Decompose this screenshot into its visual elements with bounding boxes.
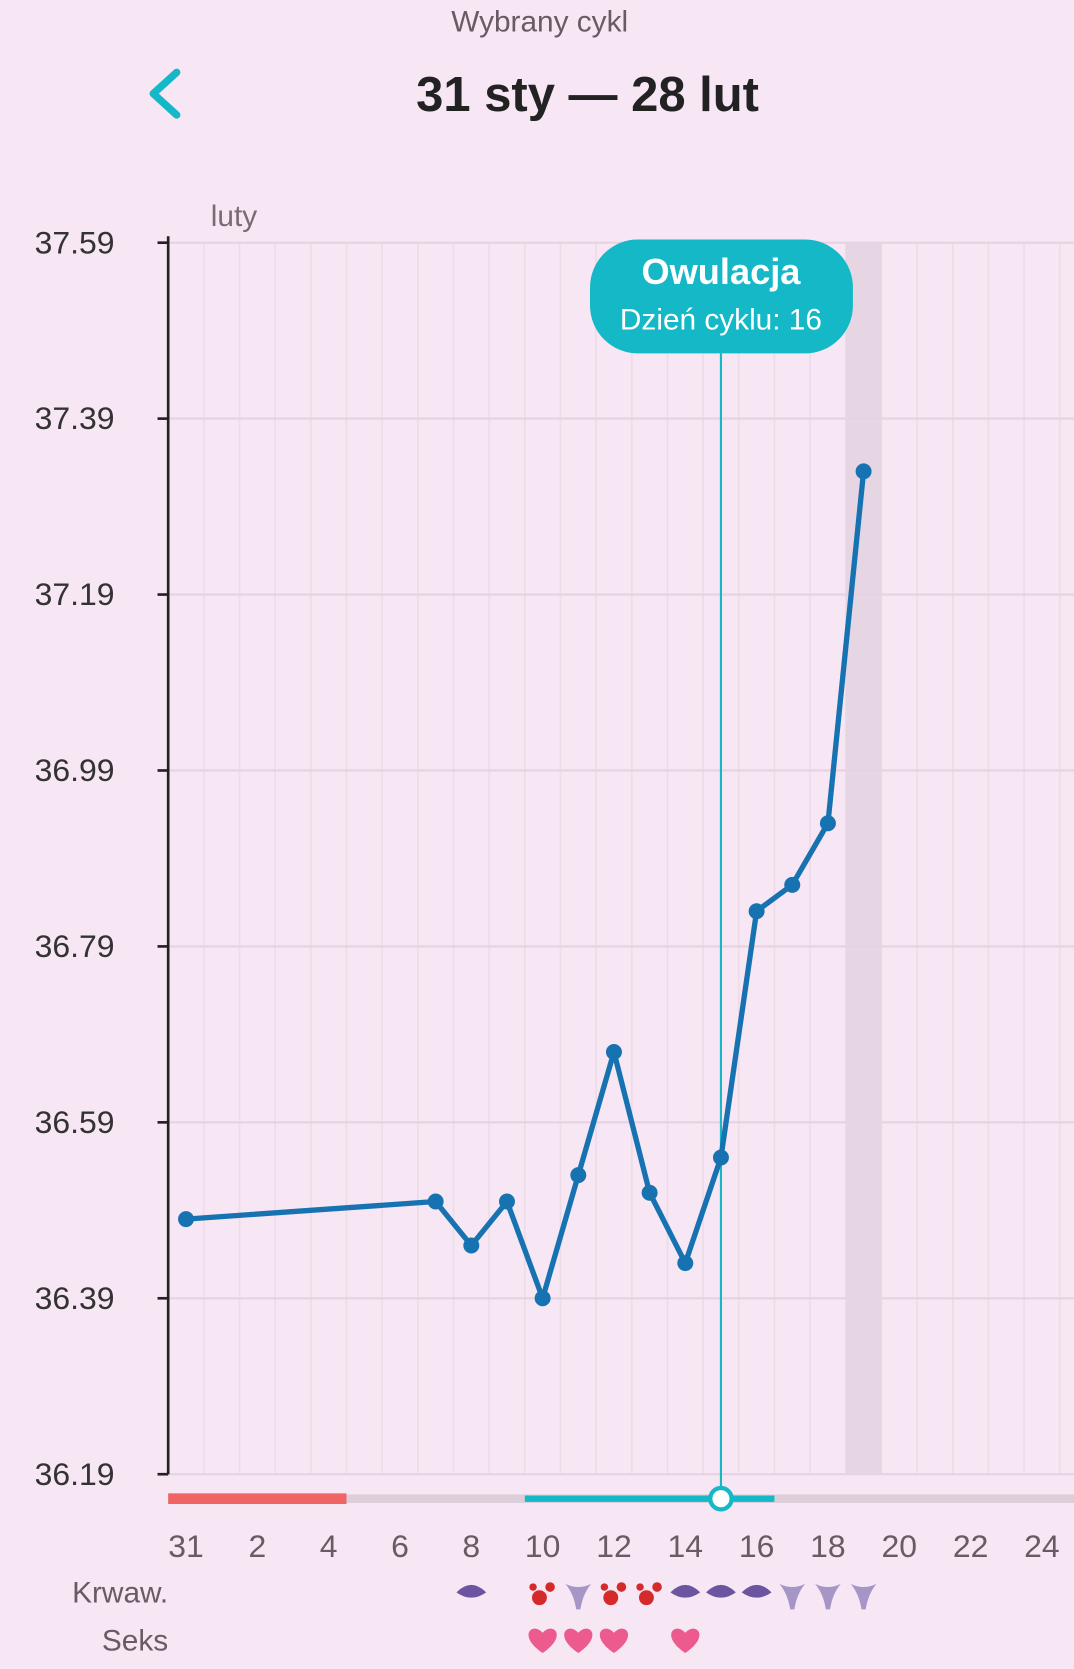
data-point <box>498 1193 515 1210</box>
data-point <box>784 876 801 893</box>
y-tick-label: 37.19 <box>35 576 115 612</box>
month-label: luty <box>211 200 257 233</box>
x-tick-label: 16 <box>739 1528 775 1564</box>
drop <box>652 1582 662 1592</box>
ovulation-text: Dzień cyklu: 16 <box>620 303 822 336</box>
data-point <box>855 463 872 480</box>
subtitle: Wybrany cykl <box>451 5 628 38</box>
drop <box>603 1590 619 1606</box>
x-tick-label: 31 <box>168 1528 204 1564</box>
light-bleeding-icon <box>456 1584 487 1598</box>
drop <box>636 1583 644 1591</box>
fertile-range <box>524 1495 775 1502</box>
data-point <box>712 1149 729 1166</box>
y-tick-label: 36.79 <box>35 928 115 964</box>
data-point <box>605 1043 622 1060</box>
heart-icon <box>671 1628 700 1654</box>
data-point <box>570 1167 587 1184</box>
drop <box>545 1582 555 1592</box>
mucus-icon <box>779 1583 806 1610</box>
x-tick-label: 20 <box>881 1528 917 1564</box>
x-tick-label: 2 <box>248 1528 266 1564</box>
light-bleeding-icon <box>706 1584 736 1598</box>
heavy-bleeding-icon <box>600 1582 627 1606</box>
y-tick-label: 37.59 <box>35 224 115 260</box>
y-tick-label: 36.99 <box>35 752 115 788</box>
x-tick-label: 8 <box>462 1528 480 1564</box>
y-tick-label: 36.39 <box>35 1280 115 1316</box>
data-point <box>427 1193 444 1210</box>
mucus-icon <box>565 1583 592 1610</box>
title: 31 sty — 28 lut <box>416 68 759 122</box>
data-point <box>534 1290 551 1307</box>
mucus-icon <box>850 1583 877 1610</box>
x-tick-label: 14 <box>668 1528 704 1564</box>
data-point <box>641 1184 658 1201</box>
drop <box>616 1582 627 1592</box>
data-point <box>178 1211 194 1228</box>
heavy-bleeding-icon <box>636 1582 662 1606</box>
drop <box>600 1583 609 1591</box>
x-tick-label: 12 <box>596 1528 632 1564</box>
plot-area <box>168 242 1074 1475</box>
heart-icon <box>564 1628 593 1654</box>
drop <box>529 1583 537 1591</box>
x-tick-label: 18 <box>810 1528 846 1564</box>
row-label: Seks <box>102 1624 168 1657</box>
x-tick-label: 6 <box>391 1528 409 1564</box>
x-tick-label: 24 <box>1024 1528 1060 1564</box>
heart-icon <box>599 1628 629 1654</box>
y-tick-label: 37.39 <box>35 400 115 436</box>
ovulation-bubble <box>590 239 853 354</box>
period-range <box>168 1493 347 1505</box>
light-bleeding-icon <box>741 1584 772 1598</box>
today-band <box>845 242 882 1475</box>
ovulation-dot <box>708 1485 734 1512</box>
x-tick-label: 4 <box>320 1528 338 1564</box>
heavy-bleeding-icon <box>529 1582 555 1606</box>
x-tick-label: 10 <box>525 1528 561 1564</box>
ovulation-title: Owulacja <box>641 251 801 292</box>
x-tick-label: 22 <box>953 1528 989 1564</box>
data-point <box>463 1237 480 1254</box>
row-label: Krwaw. <box>72 1576 168 1609</box>
heart-icon <box>528 1628 557 1654</box>
drop <box>531 1590 547 1606</box>
data-point <box>677 1255 694 1272</box>
mucus-icon <box>815 1583 841 1610</box>
drop <box>638 1590 654 1606</box>
back-button[interactable] <box>149 68 181 119</box>
y-tick-label: 36.19 <box>35 1456 115 1492</box>
data-point <box>819 815 836 832</box>
light-bleeding-icon <box>670 1584 701 1598</box>
data-point <box>748 903 765 920</box>
y-tick-label: 36.59 <box>35 1104 115 1140</box>
